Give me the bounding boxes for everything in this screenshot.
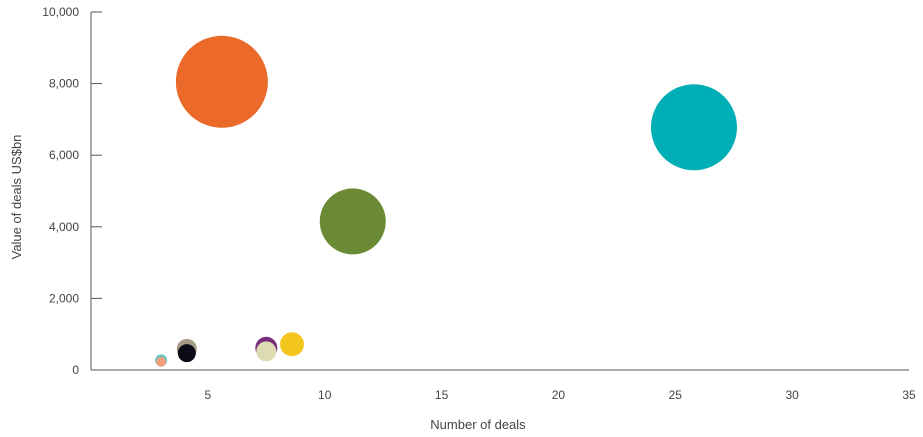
bubble (256, 341, 277, 362)
x-tick-label: 10 (318, 388, 332, 402)
bubble (175, 35, 268, 128)
x-tick-label: 30 (785, 388, 799, 402)
x-tick-label: 20 (552, 388, 566, 402)
y-tick-label: 2,000 (49, 291, 79, 305)
y-axis-ticks: 0 2,000 4,000 6,000 8,000 10,000 (42, 5, 102, 377)
x-tick-label: 35 (902, 388, 916, 402)
y-tick-label: 4,000 (49, 220, 79, 234)
bubble (650, 84, 737, 171)
bubbles (155, 35, 737, 367)
y-tick-label: 6,000 (49, 148, 79, 162)
x-tick-label: 25 (669, 388, 683, 402)
y-tick-label: 0 (72, 363, 79, 377)
bubble (177, 344, 196, 363)
y-axis-title: Value of deals US$bn (9, 135, 24, 260)
bubble (156, 356, 167, 367)
y-tick-label: 10,000 (42, 5, 79, 19)
x-axis-title: Number of deals (430, 417, 526, 432)
bubble (319, 188, 386, 255)
x-axis-ticks: 5 10 15 20 25 30 35 (205, 388, 916, 402)
x-tick-label: 15 (435, 388, 449, 402)
bubble (279, 332, 304, 357)
x-tick-label: 5 (205, 388, 212, 402)
y-tick-label: 8,000 (49, 77, 79, 91)
